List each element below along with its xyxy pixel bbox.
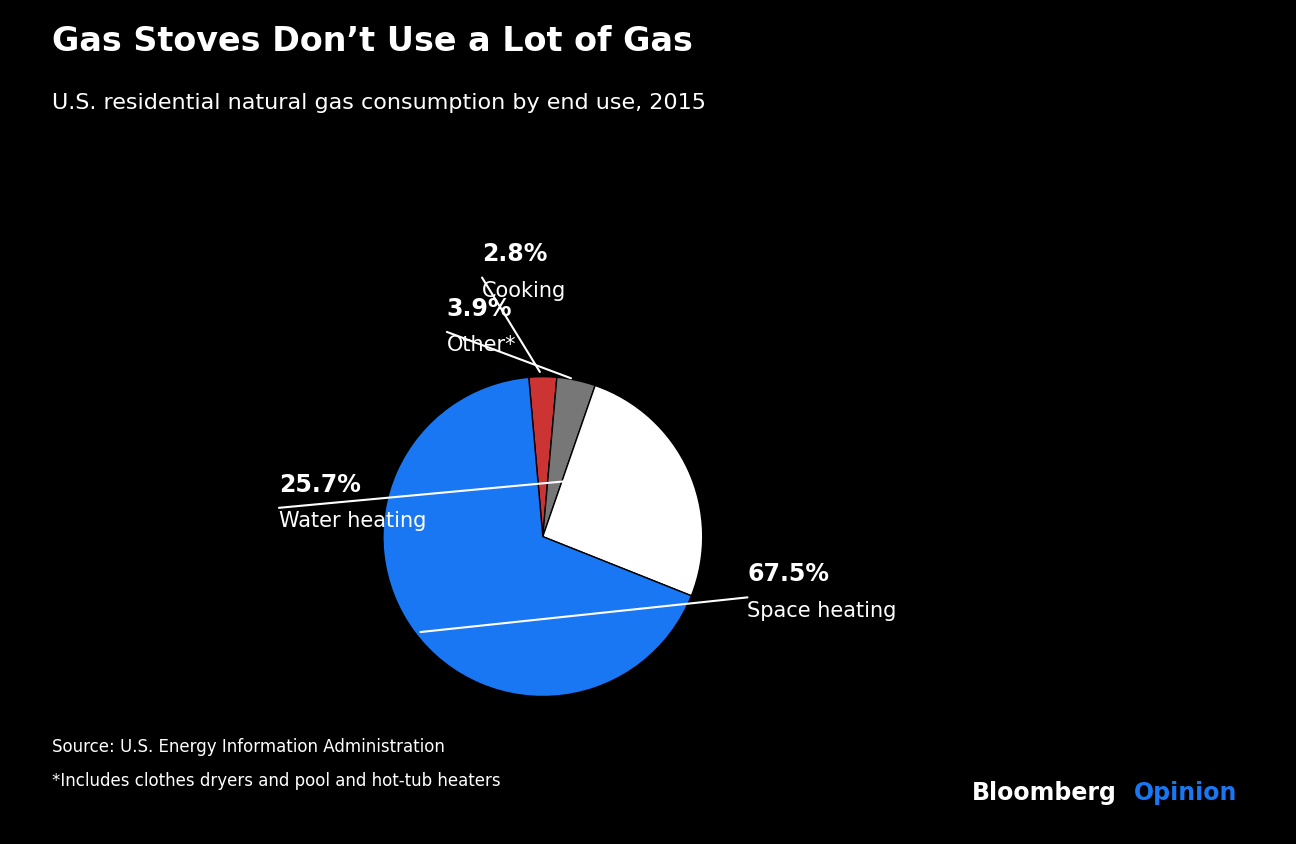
Text: Other*: Other* (447, 335, 516, 355)
Text: Space heating: Space heating (748, 601, 897, 620)
Text: U.S. residential natural gas consumption by end use, 2015: U.S. residential natural gas consumption… (52, 93, 706, 113)
Text: *Includes clothes dryers and pool and hot-tub heaters: *Includes clothes dryers and pool and ho… (52, 772, 500, 790)
Text: Gas Stoves Don’t Use a Lot of Gas: Gas Stoves Don’t Use a Lot of Gas (52, 25, 693, 58)
Text: 2.8%: 2.8% (482, 242, 547, 267)
Wedge shape (529, 376, 557, 537)
Text: Cooking: Cooking (482, 281, 566, 300)
Wedge shape (543, 377, 595, 537)
Text: 3.9%: 3.9% (447, 297, 512, 321)
Text: Water heating: Water heating (279, 511, 426, 531)
Wedge shape (543, 386, 702, 596)
Text: Opinion: Opinion (1134, 781, 1238, 804)
Wedge shape (382, 377, 691, 696)
Text: 25.7%: 25.7% (279, 473, 360, 496)
Text: Bloomberg: Bloomberg (972, 781, 1117, 804)
Text: Source: U.S. Energy Information Administration: Source: U.S. Energy Information Administ… (52, 738, 445, 756)
Text: 67.5%: 67.5% (748, 562, 829, 587)
